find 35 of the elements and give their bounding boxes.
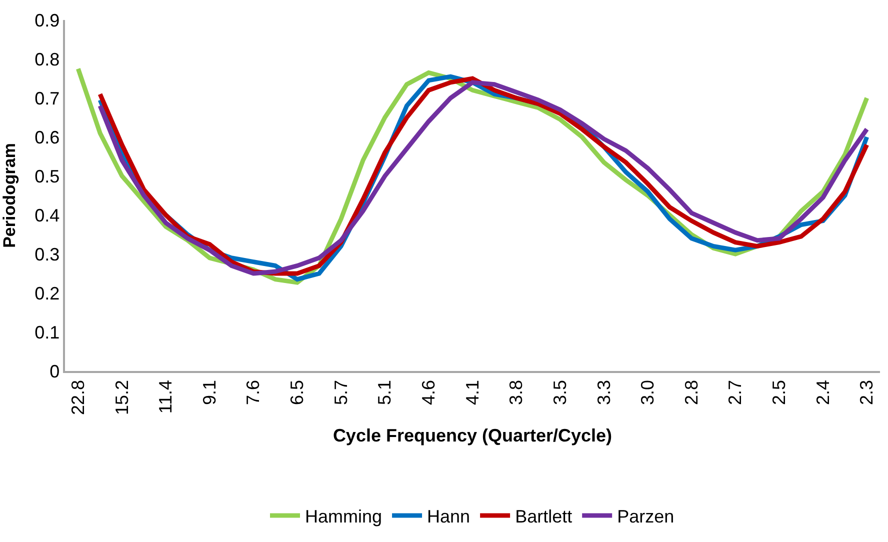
x-tick-label: 5.7: [330, 380, 351, 405]
x-tick-label: 11.4: [156, 380, 176, 414]
y-tick-label: 0.8: [34, 49, 60, 70]
x-tick-label: 3.3: [594, 380, 614, 405]
x-tick-label: 3.5: [550, 380, 570, 405]
x-tick-label: 5.1: [374, 380, 395, 405]
x-tick-label: 2.3: [856, 380, 877, 405]
y-axis-title: Periodogram: [0, 143, 19, 248]
legend-label: Bartlett: [515, 506, 572, 527]
x-tick-label: 22.8: [68, 380, 88, 415]
x-tick-label: 15.2: [112, 380, 132, 415]
legend-label: Hann: [427, 506, 470, 527]
x-tick-label: 3.0: [638, 380, 658, 405]
y-tick-label: 0.9: [34, 10, 60, 30]
y-tick-label: 0.6: [34, 127, 60, 148]
y-tick-label: 0.5: [34, 166, 60, 186]
y-tick-label: 0.2: [34, 283, 60, 304]
y-tick-label: 0.4: [34, 205, 60, 226]
x-tick-label: 4.6: [418, 380, 439, 405]
x-tick-label: 2.4: [812, 380, 833, 405]
x-tick-label: 4.1: [462, 380, 482, 405]
y-tick-label: 0.3: [34, 244, 60, 264]
x-tick-label: 2.8: [681, 380, 702, 405]
y-tick-label: 0.1: [34, 322, 60, 342]
x-tick-label: 3.8: [506, 380, 526, 405]
legend-label: Hamming: [305, 506, 382, 527]
x-tick-label: 2.5: [769, 380, 790, 405]
y-tick-label: 0: [50, 361, 60, 382]
x-axis-title: Cycle Frequency (Quarter/Cycle): [332, 426, 612, 446]
x-tick-label: 2.7: [725, 380, 746, 405]
x-tick-label: 9.1: [199, 380, 220, 405]
x-tick-label: 7.6: [243, 380, 264, 405]
legend-label: Parzen: [617, 506, 674, 527]
y-tick-label: 0.7: [34, 88, 60, 108]
x-tick-label: 6.5: [287, 380, 308, 405]
